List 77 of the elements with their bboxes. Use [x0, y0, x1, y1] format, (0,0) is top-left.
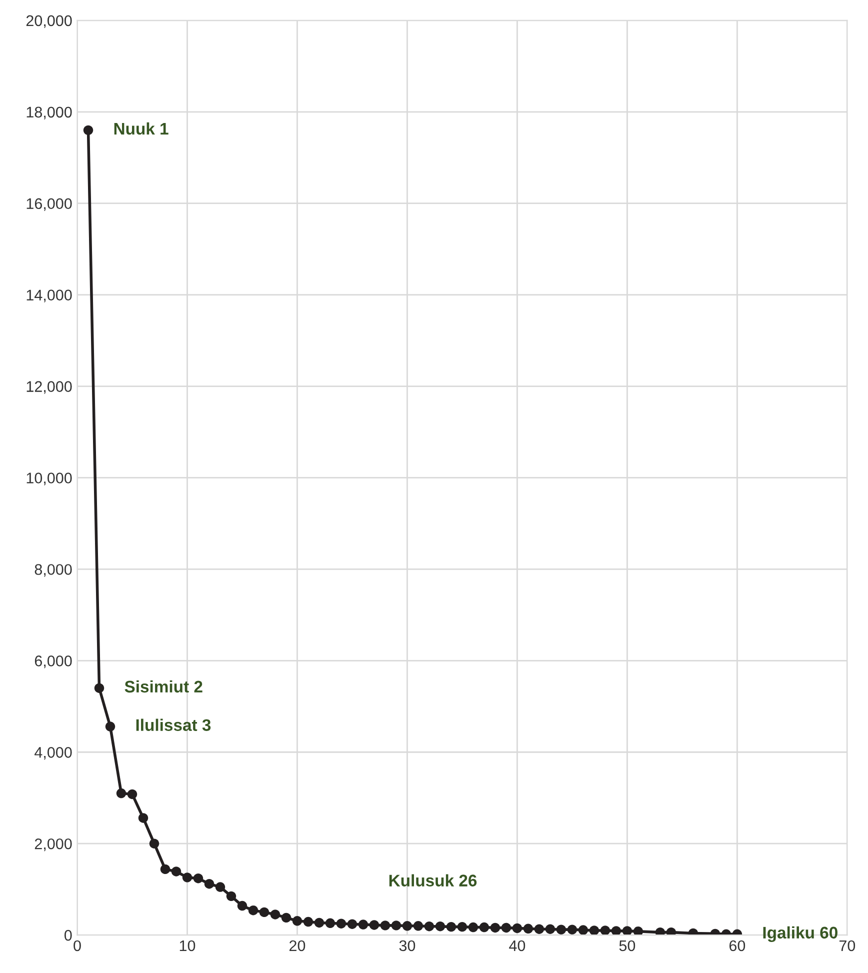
point: [127, 789, 138, 800]
x-tick-label: 20: [290, 940, 306, 952]
point: [160, 864, 170, 874]
point: [424, 922, 434, 932]
point: [314, 918, 324, 928]
point: [149, 838, 160, 848]
y-tick-label: 4,000: [34, 746, 72, 760]
y-tick-label: 2,000: [34, 838, 72, 852]
annotation: Kulusuk 26: [389, 874, 477, 886]
point: [391, 920, 402, 930]
point: [490, 922, 500, 933]
point: [545, 924, 556, 934]
annotation: Igaliku 60: [763, 926, 838, 942]
point: [578, 925, 588, 935]
y-tick-label: 10,000: [26, 472, 72, 486]
point: [303, 916, 314, 927]
y-tick-label: 18,000: [26, 106, 72, 120]
point: [622, 926, 632, 936]
point: [116, 788, 126, 798]
point: [336, 918, 346, 928]
point: [468, 922, 478, 932]
x-tick-label: 10: [180, 940, 196, 952]
point: [226, 891, 236, 902]
point: [556, 924, 566, 934]
point: [589, 926, 600, 936]
y-tick-label: 20,000: [26, 15, 72, 28]
y-tick-label: 12,000: [26, 381, 72, 394]
x-tick-label: 50: [619, 940, 636, 952]
x-tick-label: 60: [729, 940, 746, 952]
x-tick-label: 40: [509, 940, 526, 952]
point: [182, 872, 192, 882]
point: [259, 907, 270, 918]
point: [325, 918, 336, 928]
point: [633, 926, 644, 936]
y-tick-label: 16,000: [26, 198, 72, 211]
point: [446, 922, 456, 932]
point: [369, 920, 380, 930]
point: [512, 923, 522, 934]
point: [358, 920, 368, 930]
point: [94, 683, 104, 693]
y-tick-label: 8,000: [34, 564, 72, 577]
annotation: Ilulissat 3: [136, 718, 211, 732]
point: [237, 900, 248, 911]
x-tick-label: 70: [839, 940, 856, 952]
x-tick-label: 0: [74, 940, 81, 952]
point: [105, 722, 116, 732]
x-tick-label: 30: [399, 940, 416, 952]
annotation: Nuuk 1: [114, 122, 168, 135]
y-tick-label: 0: [64, 930, 72, 941]
point: [655, 927, 666, 936]
point: [666, 927, 676, 936]
point: [215, 882, 226, 892]
point: [138, 813, 148, 823]
point: [457, 922, 468, 932]
point: [413, 921, 424, 931]
point: [380, 920, 390, 930]
point: [292, 916, 302, 926]
point: [204, 878, 214, 889]
point: [567, 924, 578, 934]
point: [270, 910, 280, 920]
point: [534, 924, 544, 934]
point: [600, 926, 610, 936]
y-tick-label: 14,000: [26, 290, 72, 302]
point: [248, 905, 258, 916]
point: [281, 912, 292, 923]
point: [193, 873, 204, 884]
point: [611, 926, 622, 936]
point: [435, 922, 446, 932]
point: [83, 125, 94, 136]
point: [523, 924, 534, 934]
annotation: Sisimiut 2: [124, 680, 202, 693]
point: [402, 921, 412, 931]
y-tick-label: 6,000: [34, 656, 72, 668]
point: [501, 922, 512, 933]
point: [347, 919, 358, 929]
point: [479, 922, 490, 932]
point: [171, 866, 182, 876]
